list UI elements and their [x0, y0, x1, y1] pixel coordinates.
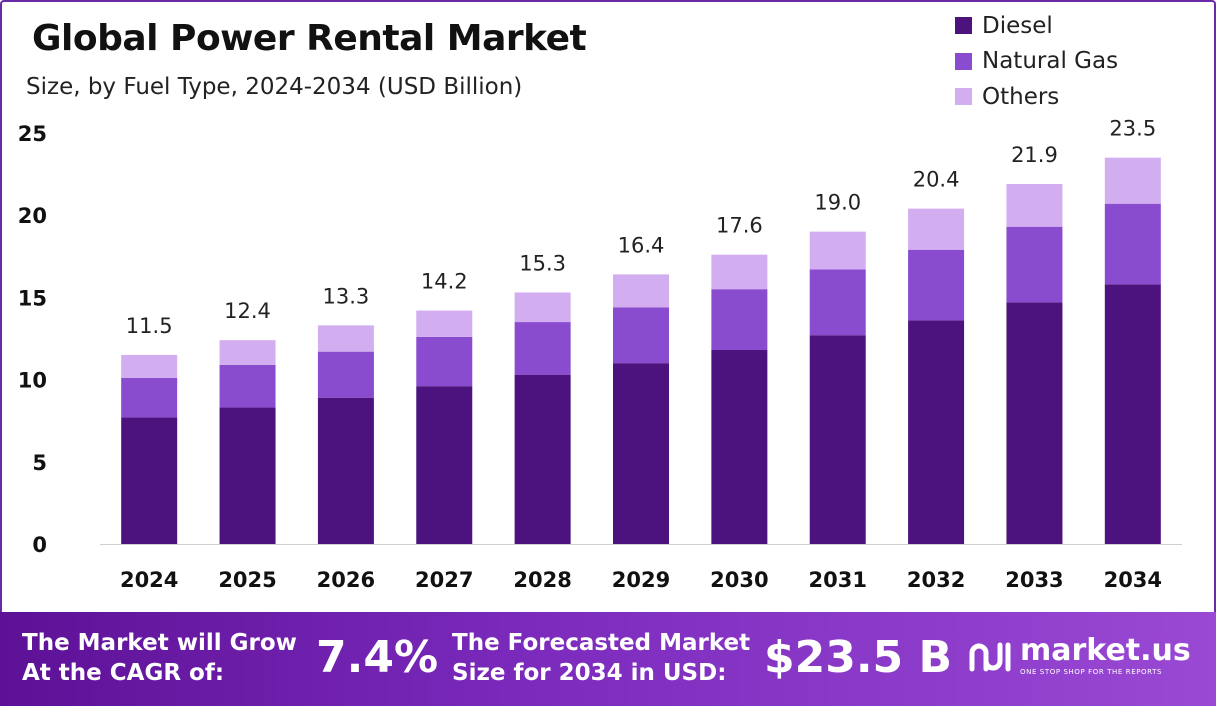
bar-total-label: 15.3 — [519, 251, 566, 275]
chart-title: Global Power Rental Market — [32, 18, 587, 59]
bar-diesel — [1006, 302, 1063, 544]
bar-diesel — [711, 350, 768, 544]
legend-item-diesel: Diesel — [955, 8, 1118, 44]
legend-label-natural-gas: Natural Gas — [982, 48, 1119, 75]
y-tick-label: 20 — [18, 204, 47, 228]
x-tick-label: 2032 — [907, 568, 965, 592]
x-tick-label: 2030 — [710, 568, 768, 592]
brand-logo: market.us ONE STOP SHOP FOR THE REPORTS — [968, 636, 1191, 676]
legend-label-diesel: Diesel — [982, 12, 1053, 39]
bar-others — [1104, 157, 1161, 204]
x-tick-label: 2034 — [1104, 568, 1162, 592]
bar-natural-gas — [317, 351, 374, 398]
bar-total-label: 23.5 — [1109, 117, 1156, 141]
bar-natural-gas — [809, 269, 866, 336]
bar-total-label: 20.4 — [913, 168, 960, 192]
forecast-size-label-line1: The Forecasted Market — [452, 630, 751, 656]
bar-total-label: 21.9 — [1011, 143, 1058, 167]
chart-subtitle: Size, by Fuel Type, 2024-2034 (USD Billi… — [26, 74, 523, 100]
y-tick-label: 25 — [18, 122, 47, 146]
bar-total-label: 19.0 — [814, 191, 861, 215]
cagr-label-line2: At the CAGR of: — [22, 660, 225, 686]
bar-others — [613, 274, 669, 308]
bar-total-label: 11.5 — [126, 314, 173, 338]
x-tick-label: 2025 — [218, 568, 276, 592]
y-tick-label: 0 — [32, 533, 47, 557]
bar-others — [1006, 183, 1063, 227]
bar-diesel — [514, 374, 571, 544]
legend-swatch-natural-gas — [955, 52, 972, 70]
x-tick-label: 2031 — [809, 568, 867, 592]
bar-natural-gas — [514, 322, 571, 375]
bar-others — [711, 254, 768, 290]
x-tick-label: 2024 — [120, 568, 178, 592]
brand-name: market.us — [1020, 633, 1191, 668]
bar-others — [514, 292, 571, 323]
bar-diesel — [1104, 284, 1161, 544]
legend-item-others: Others — [955, 79, 1118, 115]
bar-diesel — [416, 386, 473, 544]
forecast-size-value: $23.5 B — [764, 632, 953, 683]
bar-total-label: 17.6 — [716, 214, 763, 238]
bar-natural-gas — [1104, 203, 1161, 285]
bar-total-label: 16.4 — [618, 233, 665, 257]
footer-banner: The Market will Grow At the CAGR of: 7.4… — [0, 612, 1216, 706]
bar-others — [908, 208, 965, 250]
x-tick-label: 2027 — [415, 568, 473, 592]
bar-diesel — [613, 363, 669, 544]
bar-others — [219, 340, 276, 365]
bar-diesel — [809, 335, 866, 544]
bar-natural-gas — [416, 336, 473, 387]
legend-swatch-diesel — [955, 17, 972, 35]
bar-total-label: 13.3 — [323, 284, 370, 308]
legend-item-natural-gas: Natural Gas — [955, 44, 1118, 80]
bar-natural-gas — [121, 377, 178, 418]
bar-others — [317, 325, 374, 352]
bar-diesel — [908, 320, 965, 544]
legend-swatch-others — [955, 88, 972, 106]
y-tick-label: 5 — [32, 451, 47, 475]
bar-natural-gas — [711, 289, 768, 351]
bar-total-label: 14.2 — [421, 270, 468, 294]
x-tick-label: 2028 — [513, 568, 571, 592]
bar-natural-gas — [613, 307, 669, 364]
bar-natural-gas — [219, 364, 276, 408]
bar-natural-gas — [1006, 226, 1063, 303]
bar-diesel — [219, 407, 276, 544]
y-tick-label: 10 — [18, 369, 47, 393]
x-tick-label: 2029 — [612, 568, 670, 592]
forecast-size-label-line2: Size for 2034 in USD: — [452, 660, 727, 686]
brand-tagline: ONE STOP SHOP FOR THE REPORTS — [1020, 668, 1163, 676]
x-tick-label: 2033 — [1005, 568, 1063, 592]
x-tick-label: 2026 — [317, 568, 375, 592]
cagr-label: The Market will Grow At the CAGR of: — [22, 628, 302, 688]
bar-diesel — [317, 397, 374, 544]
legend: Diesel Natural Gas Others — [955, 8, 1118, 115]
market-us-logo-icon — [969, 642, 1011, 672]
bar-others — [121, 354, 178, 378]
cagr-label-line1: The Market will Grow — [22, 630, 297, 656]
bar-natural-gas — [908, 249, 965, 321]
bar-total-label: 12.4 — [224, 299, 271, 323]
legend-label-others: Others — [982, 83, 1060, 110]
bar-others — [809, 231, 866, 270]
bar-chart: 051015202511.5202412.4202513.3202614.220… — [18, 117, 1182, 592]
forecast-size-label: The Forecasted Market Size for 2034 in U… — [452, 628, 762, 688]
y-tick-label: 15 — [18, 286, 47, 310]
bar-others — [416, 310, 473, 337]
bar-diesel — [121, 417, 178, 544]
cagr-value: 7.4% — [316, 632, 439, 683]
